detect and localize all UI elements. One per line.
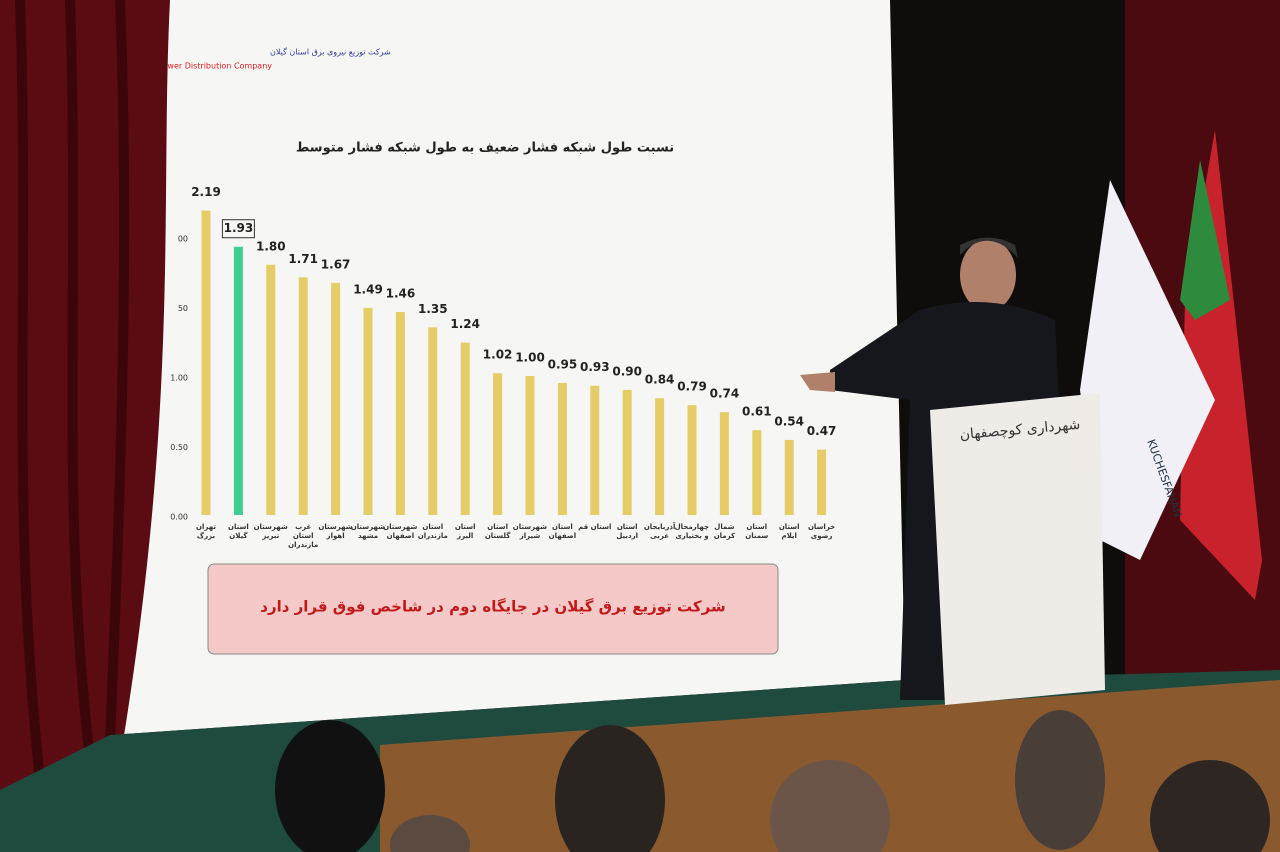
speaker-head	[960, 239, 1016, 311]
bar	[298, 277, 308, 515]
value-label: 0.61	[742, 405, 772, 419]
value-label: 1.71	[288, 252, 318, 266]
y-tick-label: 0.00	[170, 513, 188, 522]
y-tick-label: 0.50	[170, 443, 188, 452]
x-tick-label: استان قم	[578, 523, 612, 531]
audience-head	[1150, 760, 1270, 852]
value-label: 0.79	[677, 380, 707, 394]
value-label: 0.95	[548, 357, 578, 371]
x-tick-label: چهارمحال و بختیاری	[674, 523, 709, 540]
x-tick-label: استان اردبیل	[616, 523, 639, 540]
x-tick-label: استان ایلام	[778, 523, 800, 540]
flag-green	[1180, 160, 1230, 320]
value-label: 1.67	[321, 257, 351, 271]
speaker-hand	[800, 372, 835, 392]
audience-head	[1015, 710, 1105, 850]
value-label: 1.80	[256, 239, 286, 253]
chart-area: 0.00 0.50 1.00 50 00 2.19 1.931.801.71 1.671.49…	[170, 185, 836, 521]
logo-en: ilan Power Distribution Company	[141, 62, 272, 71]
annotation-box	[207, 563, 779, 655]
x-tick-label: استان سمنان	[745, 523, 769, 540]
x-tick-label: استان البرز	[454, 523, 476, 540]
value-label: 1.24	[450, 317, 480, 331]
bar	[719, 412, 729, 515]
bar	[622, 389, 632, 515]
y-tick-label: 1.00	[170, 374, 188, 383]
x-tick-label: استان اصفهان	[548, 523, 577, 540]
bar	[784, 439, 794, 515]
value-label: 0.93	[580, 360, 610, 374]
x-tick-label: شمال کرمان	[713, 523, 736, 540]
logo-fa: شرکت توزیع نیروی برق استان گیلان	[270, 47, 391, 57]
value-label: 1.00	[515, 351, 545, 365]
x-tick-label: شهرستان اهواز	[318, 523, 353, 540]
x-tick-label: تهران بزرگ	[196, 523, 216, 540]
annotation: شرکت توزیع برق گیلان در جایگاه دوم در شا…	[260, 598, 725, 616]
speaker-hair	[960, 237, 1018, 258]
value-label: 1.46	[386, 287, 416, 301]
value-label: 0.84	[645, 373, 675, 387]
bar	[557, 382, 567, 515]
podium	[930, 393, 1105, 705]
value-label: 1.49	[353, 282, 383, 296]
x-tick-label: شهرستان مشهد	[350, 523, 385, 540]
bar	[655, 398, 665, 515]
flag-white	[1080, 180, 1215, 560]
bar	[233, 246, 243, 516]
bar	[817, 449, 827, 515]
highlight-box	[221, 219, 255, 239]
value-label: 1.35	[418, 302, 448, 316]
x-tick-label: استان مازندران	[417, 523, 448, 540]
value-label: 1.93	[224, 221, 254, 235]
bar	[752, 430, 762, 515]
x-tick-label: شهرستان اصفهان	[383, 523, 418, 540]
audience-head	[390, 815, 470, 852]
x-tick-label: استان گلستان	[484, 523, 511, 540]
bar	[687, 405, 697, 515]
value-label: 0.74	[710, 387, 740, 401]
x-tick-label: آذربایجان غربی	[643, 523, 676, 540]
chart-title: نسبت طول شبکه فشار ضعیف به طول شبکه فشار…	[296, 141, 674, 156]
bar	[590, 385, 600, 515]
x-tick-label: خراسان رضوی	[807, 523, 836, 540]
screen	[110, 0, 905, 735]
audience-head	[555, 725, 665, 852]
value-label: 0.54	[774, 414, 804, 428]
x-tick-label: غرب استان مازندران	[288, 523, 319, 549]
value-label: 0.90	[612, 364, 642, 378]
audience-head	[770, 760, 890, 852]
x-tick-label: شهرستان شیراز	[512, 523, 547, 540]
bar	[266, 264, 276, 515]
x-tick-label: شهرستان تبریز	[253, 523, 288, 540]
bar	[395, 312, 405, 515]
curtain-folds	[15, 0, 130, 781]
value-label: 1.02	[483, 348, 513, 362]
audience-head	[275, 720, 385, 852]
bar	[493, 373, 503, 515]
bar	[201, 210, 211, 515]
y-tick-label: 50	[178, 304, 188, 313]
bar	[460, 342, 470, 515]
bar	[363, 307, 373, 515]
x-tick-label: استان گیلان	[228, 523, 249, 540]
value-label: 0.47	[807, 424, 837, 438]
y-tick-label: 00	[178, 235, 188, 244]
bar	[525, 376, 535, 515]
bar	[428, 327, 438, 515]
value-label: 2.19	[191, 185, 221, 199]
bar	[331, 282, 341, 515]
